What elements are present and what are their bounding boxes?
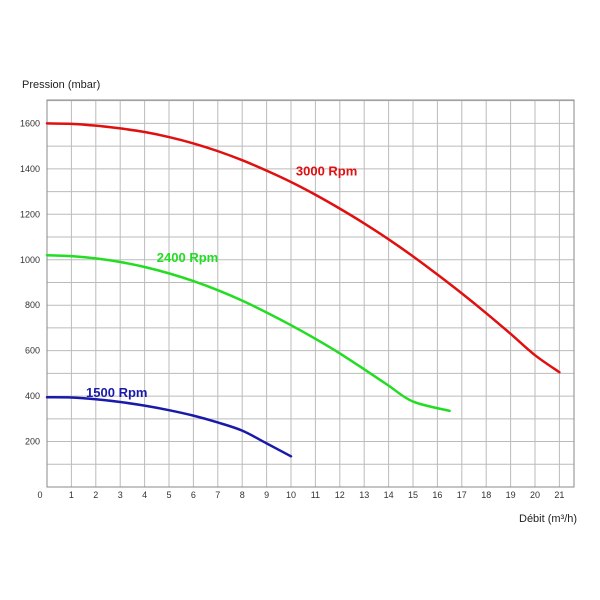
series-label-3000-rpm: 3000 Rpm: [296, 164, 357, 179]
y-axis-label: Pression (mbar): [22, 79, 100, 91]
series-label-2400-rpm: 2400 Rpm: [157, 250, 218, 265]
x-tick-label: 19: [506, 490, 516, 500]
x-tick-label: 17: [457, 490, 467, 500]
x-tick-label: 20: [530, 490, 540, 500]
x-tick-label: 4: [142, 490, 147, 500]
y-tick-label: 1400: [20, 164, 40, 174]
x-tick-label: 21: [554, 490, 564, 500]
x-tick-label: 12: [335, 490, 345, 500]
x-tick-label: 7: [215, 490, 220, 500]
x-tick-label: 16: [432, 490, 442, 500]
x-tick-label: 0: [37, 490, 42, 500]
x-tick-label: 2: [93, 490, 98, 500]
x-tick-label: 9: [264, 490, 269, 500]
x-tick-label: 14: [384, 490, 394, 500]
x-tick-label: 5: [166, 490, 171, 500]
series-line-1500-rpm: [45, 395, 293, 458]
y-tick-label: 200: [25, 437, 40, 447]
x-tick-label: 11: [311, 490, 320, 500]
x-tick-label: 10: [286, 490, 296, 500]
x-tick-label: 18: [481, 490, 491, 500]
x-tick-label: 8: [240, 490, 245, 500]
y-tick-label: 1000: [20, 255, 40, 265]
x-tick-label: 3: [118, 490, 123, 500]
x-tick-label: 6: [191, 490, 196, 500]
series-label-1500-rpm: 1500 Rpm: [86, 385, 147, 400]
y-tick-label: 600: [25, 346, 40, 356]
y-tick-label: 400: [25, 391, 40, 401]
x-tick-label: 13: [359, 490, 369, 500]
x-tick-label: 1: [69, 490, 74, 500]
y-tick-label: 1600: [20, 118, 40, 128]
y-tick-label: 800: [25, 300, 40, 310]
y-tick-label: 1200: [20, 209, 40, 219]
series-line-3000-rpm: [45, 122, 561, 374]
x-axis-label: Débit (m³/h): [519, 513, 577, 525]
grid: [47, 100, 574, 487]
plot-frame: [46, 99, 575, 488]
series-line-2400-rpm: [45, 253, 451, 413]
x-tick-label: 15: [408, 490, 418, 500]
